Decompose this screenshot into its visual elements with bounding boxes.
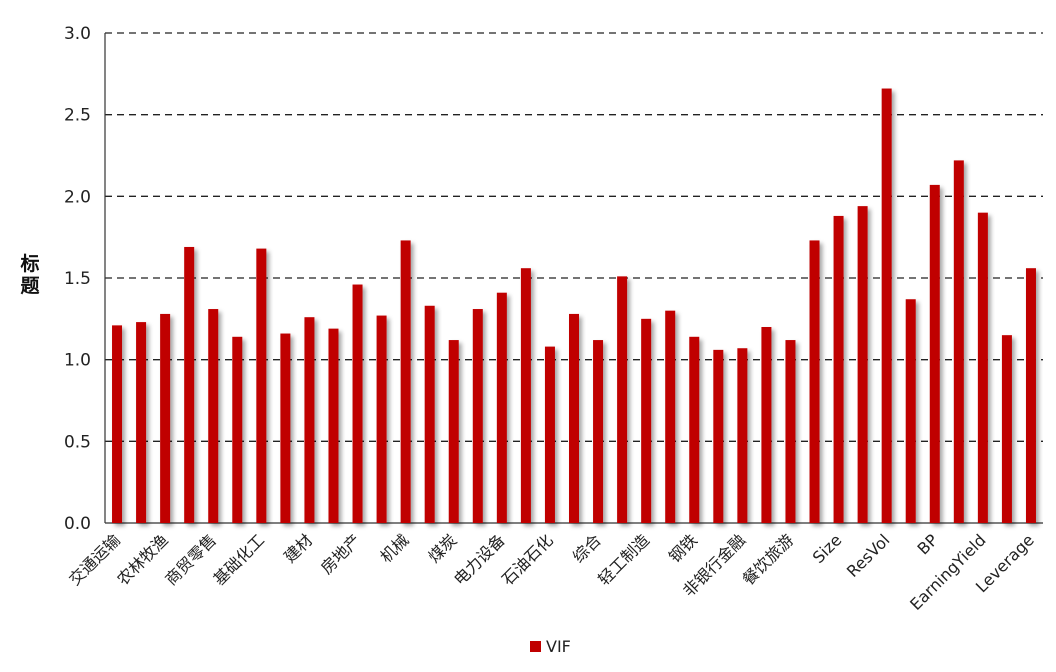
bar <box>448 340 459 523</box>
x-tick-label: 基础化工 <box>209 530 268 589</box>
bar <box>112 325 123 523</box>
y-axis: 0.0 0.5 1.0 1.5 2.0 2.5 3.0 <box>64 24 1043 534</box>
y-tick-label: 3.0 <box>64 24 91 44</box>
y-tick-label: 2.0 <box>64 187 91 207</box>
bar <box>737 348 748 523</box>
y-tick-label: 1.5 <box>64 269 91 289</box>
bar <box>713 349 724 523</box>
bar <box>977 212 988 523</box>
x-tick-label: 煤炭 <box>424 530 460 566</box>
x-tick-label: 建材 <box>280 530 316 566</box>
legend-label: VIF <box>546 637 571 656</box>
bar <box>569 313 579 523</box>
x-tick-label: 房地产 <box>317 530 364 577</box>
bar <box>1001 335 1012 523</box>
bar <box>376 315 387 523</box>
bar <box>160 313 171 523</box>
y-tick-label: 0.0 <box>64 514 91 534</box>
bar <box>304 317 315 523</box>
bar <box>929 184 940 523</box>
x-tick-label: Size <box>809 530 846 567</box>
bar <box>232 336 243 523</box>
bar <box>593 340 604 523</box>
bars <box>112 88 1036 524</box>
bar <box>136 322 147 523</box>
y-tick-label: 0.5 <box>64 432 91 452</box>
bar <box>809 240 820 523</box>
bar <box>1025 268 1036 523</box>
x-tick-label: 餐饮旅游 <box>739 530 798 589</box>
bar <box>785 340 796 523</box>
bar <box>761 327 772 523</box>
bar <box>496 292 507 523</box>
bar <box>328 328 339 523</box>
bar <box>352 284 363 523</box>
y-axis-label: 标题 <box>20 253 39 297</box>
bar <box>617 276 628 523</box>
bar <box>520 268 531 523</box>
x-tick-label: 综合 <box>569 530 605 566</box>
bar <box>833 215 844 523</box>
bar <box>689 336 700 523</box>
x-tick-label: 交通运输 <box>65 530 124 589</box>
x-axis: 交通运输农林牧渔商贸零售基础化工 建材 房地产 机械 煤炭电力设备石油石化 综合轻工制造钢… <box>65 530 1038 614</box>
x-tick-label: 商贸零售 <box>161 530 220 589</box>
bar <box>881 88 892 524</box>
legend-swatch <box>530 641 541 652</box>
y-tick-label: 1.0 <box>64 351 91 371</box>
x-tick-label: 农林牧渔 <box>113 530 172 589</box>
bar <box>857 206 868 523</box>
bar <box>544 346 555 523</box>
bar <box>665 310 676 523</box>
x-tick-label: 石油石化 <box>498 530 557 589</box>
x-tick-label: 机械 <box>376 530 412 566</box>
x-tick-label: ResVol <box>843 530 894 581</box>
bar <box>280 333 291 523</box>
y-tick-label: 2.5 <box>64 106 91 126</box>
bar <box>400 240 411 523</box>
bar <box>208 309 219 523</box>
bar <box>184 246 195 523</box>
bar <box>472 309 483 523</box>
x-tick-label: 钢铁 <box>665 530 701 566</box>
legend: VIF <box>530 637 571 656</box>
x-tick-label: BP <box>914 530 942 558</box>
bar <box>641 318 652 523</box>
bar <box>953 160 964 523</box>
bar <box>256 248 267 523</box>
x-tick-label: 轻工制造 <box>594 530 653 589</box>
x-tick-label: 电力设备 <box>450 530 509 589</box>
bar <box>424 305 435 523</box>
bar <box>905 299 916 523</box>
